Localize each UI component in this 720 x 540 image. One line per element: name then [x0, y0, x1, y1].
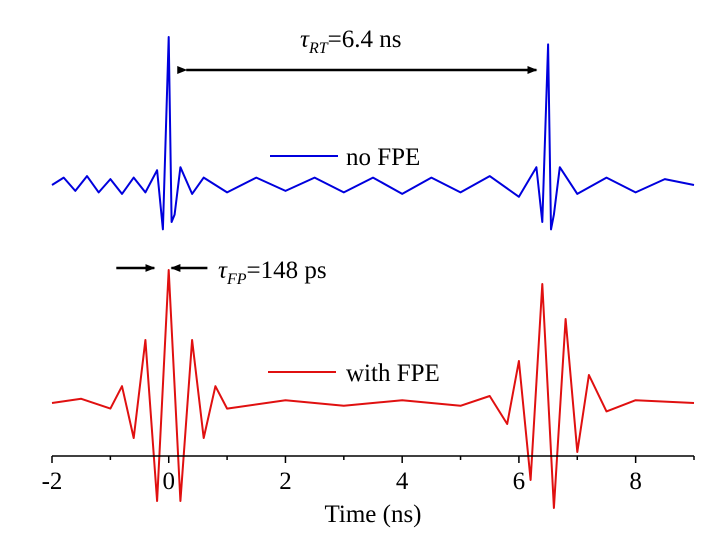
- x-axis-label: Time (ns): [324, 501, 421, 528]
- x-tick-label: 4: [396, 468, 409, 495]
- fp-period-value: =148 ps: [247, 257, 327, 284]
- series-layer: [51, 36, 695, 509]
- x-tick-label: 8: [629, 468, 642, 495]
- legend-label-no-fpe: no FPE: [346, 144, 420, 171]
- x-tick-label: 2: [279, 468, 292, 495]
- x-ticks: -2 0 2 4 6 8: [42, 456, 695, 495]
- fp-period-subscript: FP: [226, 271, 247, 288]
- round-trip-value: =6.4 ns: [328, 26, 402, 53]
- series-line-with-fpe: [51, 269, 695, 509]
- round-trip-subscript: RT: [308, 40, 329, 57]
- series-line-no-fpe: [51, 36, 695, 231]
- x-tick-label: 6: [513, 468, 526, 495]
- fp-period-label: τFP=148 ps: [218, 257, 327, 288]
- x-tick-label: 0: [162, 468, 175, 495]
- fp-period-symbol: τ: [218, 257, 228, 284]
- round-trip-label: τRT=6.4 ns: [300, 26, 401, 57]
- x-tick-label: -2: [42, 468, 63, 495]
- legend-label-with-fpe: with FPE: [346, 360, 440, 387]
- round-trip-symbol: τ: [300, 26, 310, 53]
- annotation-round-trip: τRT=6.4 ns: [177, 26, 538, 74]
- legend-no-fpe: no FPE: [270, 144, 420, 171]
- annotation-fp-period: τFP=148 ps: [116, 257, 327, 288]
- legend-with-fpe: with FPE: [268, 360, 440, 387]
